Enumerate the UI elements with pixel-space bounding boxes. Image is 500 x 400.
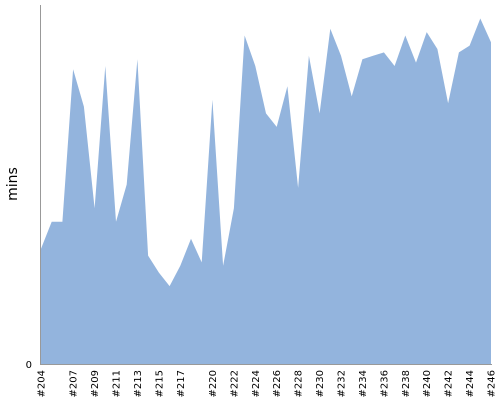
x-tick-label: #240 bbox=[422, 370, 433, 397]
x-tick-label: #217 bbox=[176, 370, 187, 397]
x-tick-label: #209 bbox=[90, 370, 101, 397]
x-tick-label: #213 bbox=[133, 370, 144, 397]
x-tick-label: #222 bbox=[229, 370, 240, 397]
x-tick-label: #220 bbox=[208, 370, 219, 397]
series-area bbox=[41, 18, 491, 364]
x-tick-label: #238 bbox=[401, 370, 412, 397]
x-tick-label: #226 bbox=[272, 370, 283, 397]
x-tick-label: #211 bbox=[112, 370, 123, 397]
x-tick-label: #207 bbox=[69, 370, 80, 397]
x-tick-label: #224 bbox=[251, 370, 262, 397]
x-tick-label: #246 bbox=[487, 370, 498, 397]
x-tick-labels: #204 #207 #209 #211 #213 #215 #217 #220 #222 #224… bbox=[37, 370, 498, 397]
y-tick-label: 0 bbox=[26, 360, 32, 371]
x-tick-label: #244 bbox=[465, 370, 476, 397]
x-tick-label: #242 bbox=[444, 370, 455, 397]
plot-area bbox=[41, 18, 491, 364]
x-tick-label: #234 bbox=[358, 370, 369, 397]
x-tick-label: #232 bbox=[337, 370, 348, 397]
x-tick-label: #236 bbox=[379, 370, 390, 397]
x-tick-label: #215 bbox=[154, 370, 165, 397]
x-tick-label: #228 bbox=[294, 370, 305, 397]
y-axis-title: mins bbox=[5, 167, 21, 201]
x-tick-label: #204 bbox=[37, 370, 48, 397]
x-tick-label: #230 bbox=[315, 370, 326, 397]
